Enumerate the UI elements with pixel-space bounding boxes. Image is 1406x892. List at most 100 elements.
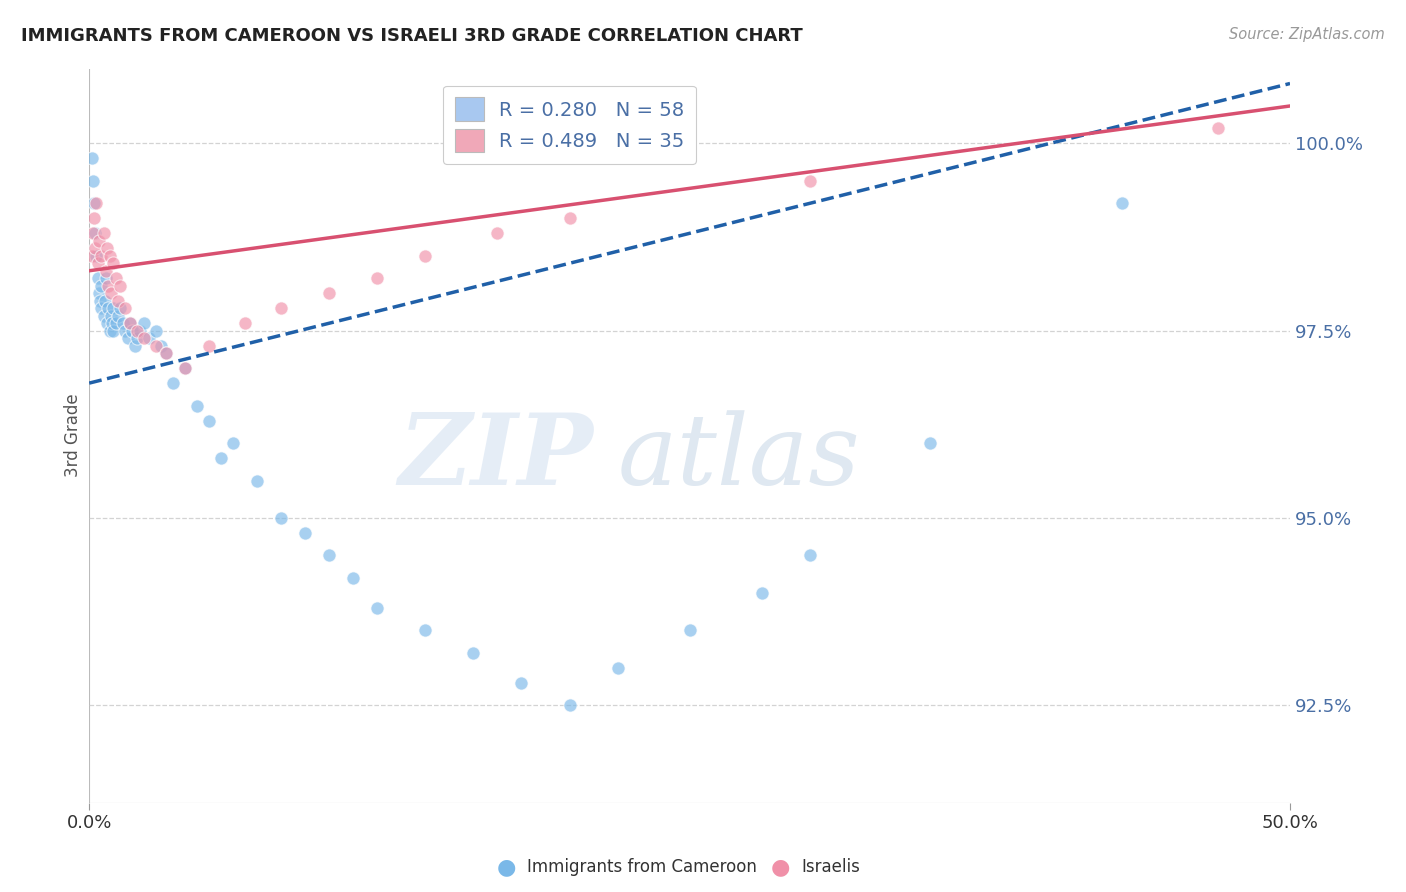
Point [110,301,132,316]
Point [94,264,117,278]
Point [97,301,120,316]
Point [294,525,316,540]
Point [104,316,127,330]
Point [124,339,146,353]
Point [107,293,129,308]
Point [117,331,139,345]
Point [101,324,124,338]
Point [104,271,127,285]
Point [94,271,117,285]
Text: Israelis: Israelis [801,858,860,876]
Point [90,249,112,263]
Point [342,571,364,585]
Point [233,316,256,330]
Point [246,474,269,488]
Point [82,227,104,241]
Point [118,316,141,330]
Text: Source: ZipAtlas.com: Source: ZipAtlas.com [1229,27,1385,42]
Point [606,661,628,675]
Point [270,511,292,525]
Point [318,286,340,301]
Point [198,413,221,427]
Point [209,450,232,465]
Point [111,316,134,330]
Point [101,301,124,316]
Point [198,339,221,353]
Point [80,249,103,263]
Point [86,271,108,285]
Point [127,324,149,338]
Point [1111,196,1133,211]
Point [98,249,121,263]
Point [98,324,121,338]
Text: ZIP: ZIP [398,409,593,506]
Point [114,301,136,316]
Text: IMMIGRANTS FROM CAMEROON VS ISRAELI 3RD GRADE CORRELATION CHART: IMMIGRANTS FROM CAMEROON VS ISRAELI 3RD … [21,27,803,45]
Point [222,436,245,450]
Point [90,301,112,316]
Point [93,309,115,323]
Point [128,324,150,338]
Point [415,249,437,263]
Point [86,196,108,211]
Point [89,293,111,308]
Legend: R = 0.280   N = 58, R = 0.489   N = 35: R = 0.280 N = 58, R = 0.489 N = 35 [443,86,696,164]
Point [134,331,156,345]
Point [678,624,700,638]
Point [415,624,437,638]
Point [114,324,136,338]
Point [510,675,533,690]
Point [162,376,184,391]
Point [84,227,107,241]
Point [87,286,110,301]
Point [82,174,104,188]
Point [96,316,118,330]
Point [751,586,773,600]
Point [101,316,124,330]
Point [1206,121,1229,136]
Point [463,646,485,660]
Point [118,316,141,330]
Point [127,331,149,345]
Point [134,316,156,330]
Point [138,331,160,345]
Point [93,227,115,241]
Point [155,346,177,360]
Point [174,361,197,376]
Point [110,278,132,293]
Point [145,339,167,353]
Point [94,293,117,308]
Point [83,196,105,211]
Point [799,549,821,563]
Point [86,256,108,270]
Point [366,600,388,615]
Point [101,256,124,270]
Point [86,249,108,263]
Point [145,324,167,338]
Point [121,324,143,338]
Point [318,549,340,563]
Point [96,241,118,255]
Point [558,211,581,226]
Point [150,339,173,353]
Point [100,286,122,301]
Point [80,152,103,166]
Text: ●: ● [496,857,516,877]
Point [84,241,107,255]
Point [366,271,388,285]
Y-axis label: 3rd Grade: 3rd Grade [65,393,82,477]
Point [799,174,821,188]
Point [186,399,208,413]
Point [486,227,509,241]
Text: Immigrants from Cameroon: Immigrants from Cameroon [527,858,756,876]
Point [90,278,112,293]
Point [107,309,129,323]
Point [174,361,197,376]
Point [558,698,581,713]
Point [97,278,120,293]
Point [270,301,292,316]
Text: ●: ● [770,857,790,877]
Point [83,211,105,226]
Point [87,234,110,248]
Point [918,436,941,450]
